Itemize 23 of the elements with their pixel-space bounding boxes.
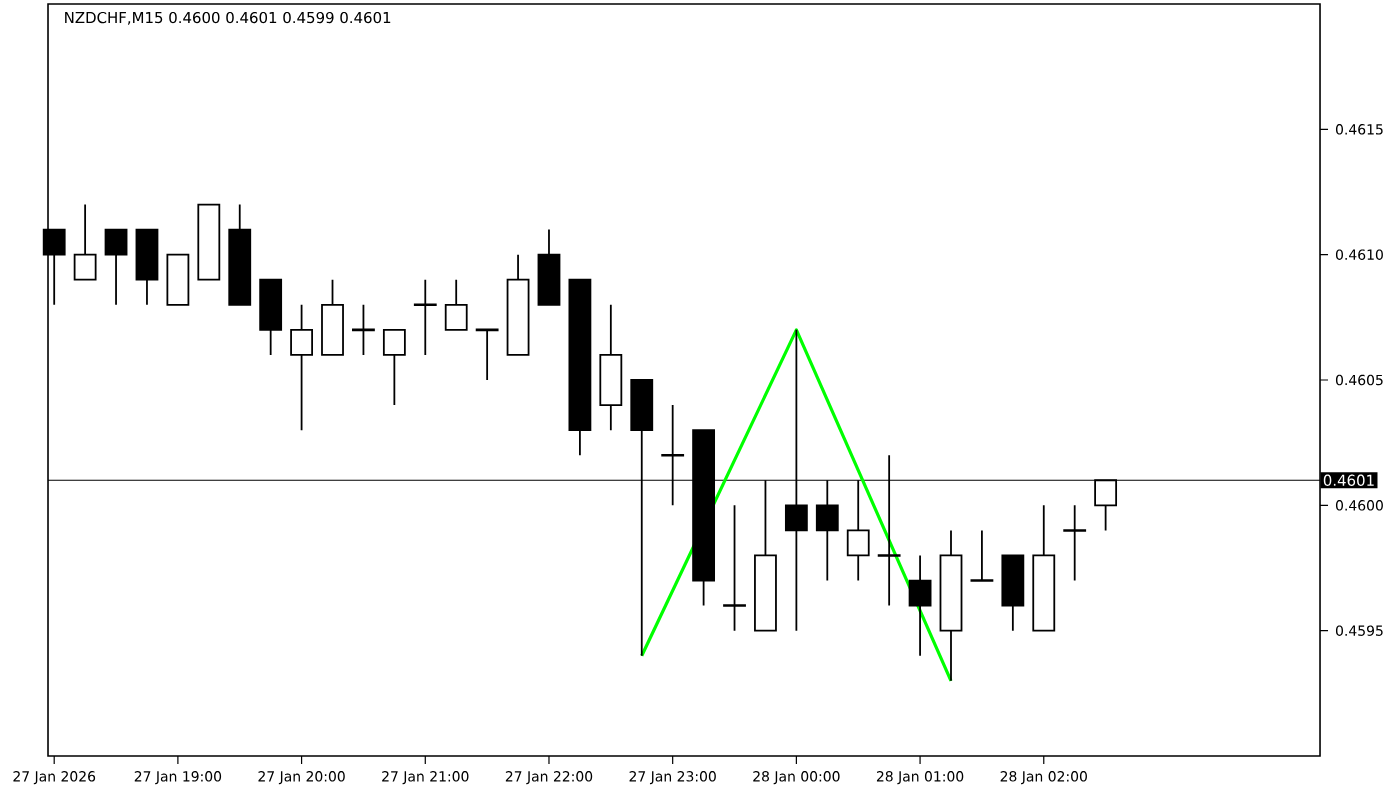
candlestick: [259, 278, 283, 356]
candlestick: [506, 253, 530, 356]
candlestick: [1032, 504, 1056, 632]
candlestick: [939, 529, 963, 682]
candlestick: [970, 529, 994, 582]
candlestick: [73, 203, 97, 281]
candlestick: [475, 328, 499, 381]
candlestick: [413, 278, 437, 356]
candlestick: [228, 203, 252, 306]
candlestick: [1001, 554, 1025, 632]
candlestick: [197, 203, 221, 281]
candlestick: [290, 303, 313, 432]
candlestick: [135, 228, 159, 306]
candlestick: [599, 303, 623, 432]
candlestick: [104, 228, 128, 306]
candlestick: [1063, 504, 1087, 582]
candlestick: [568, 278, 592, 457]
candlestick: [382, 328, 406, 406]
candlestick: [537, 228, 561, 306]
candlestick: [166, 253, 190, 306]
candlestick: [444, 278, 468, 331]
candlestick: [321, 278, 344, 356]
candlestick: [908, 554, 932, 657]
